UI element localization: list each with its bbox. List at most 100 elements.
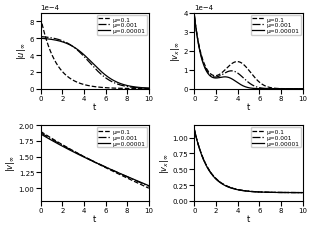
- μ=0.00001: [147, 87, 151, 90]
- μ=0.00001: [82, 156, 86, 159]
- μ=0.001: [267, 88, 271, 91]
- μ=0.00001: [279, 191, 283, 194]
- μ=0.00001: [125, 85, 129, 88]
- μ=0.001: [240, 76, 244, 79]
- μ=0.001: [301, 191, 305, 194]
- μ=0.1: [50, 53, 53, 56]
- Line: μ=0.00001: μ=0.00001: [41, 134, 149, 186]
- Y-axis label: $|u|_\infty$: $|u|_\infty$: [15, 43, 28, 60]
- μ=0.001: [203, 162, 207, 165]
- Line: μ=0.001: μ=0.001: [41, 133, 149, 186]
- μ=0.00001: [301, 88, 305, 91]
- μ=0.00001: [240, 85, 244, 87]
- μ=0.1: [86, 85, 90, 88]
- X-axis label: t: t: [247, 215, 250, 224]
- Line: μ=0.001: μ=0.001: [194, 130, 303, 193]
- μ=0.001: [123, 85, 127, 88]
- μ=0.001: [236, 188, 240, 191]
- Line: μ=0.1: μ=0.1: [41, 132, 149, 188]
- Line: μ=0.1: μ=0.1: [194, 18, 303, 89]
- Line: μ=0.1: μ=0.1: [194, 130, 303, 193]
- μ=0.00001: [277, 191, 281, 194]
- μ=0.1: [267, 191, 271, 194]
- μ=0.1: [82, 156, 86, 158]
- μ=0.001: [39, 132, 42, 134]
- μ=0.00001: [267, 88, 271, 91]
- μ=0.001: [279, 88, 283, 91]
- μ=0.1: [267, 86, 271, 89]
- μ=0.001: [50, 37, 53, 40]
- Legend: μ=0.1, μ=0.001, μ=0.00001: μ=0.1, μ=0.001, μ=0.00001: [251, 127, 301, 148]
- Line: μ=0.001: μ=0.001: [194, 16, 303, 89]
- μ=0.1: [203, 66, 207, 68]
- μ=0.1: [277, 191, 281, 194]
- μ=0.00001: [277, 88, 281, 91]
- Legend: μ=0.1, μ=0.001, μ=0.00001: μ=0.1, μ=0.001, μ=0.00001: [97, 127, 147, 148]
- μ=0.1: [301, 88, 305, 91]
- μ=0.00001: [240, 189, 244, 192]
- μ=0.001: [147, 88, 151, 90]
- μ=0.001: [125, 176, 129, 178]
- μ=0.00001: [301, 191, 305, 194]
- μ=0.001: [86, 158, 90, 160]
- μ=0.00001: [50, 39, 53, 42]
- Y-axis label: $|v|_\infty$: $|v|_\infty$: [4, 155, 17, 172]
- μ=0.1: [279, 88, 283, 91]
- μ=0.00001: [193, 14, 196, 17]
- μ=0.1: [86, 158, 90, 161]
- μ=0.001: [123, 175, 127, 177]
- μ=0.001: [236, 73, 240, 76]
- Line: μ=0.00001: μ=0.00001: [194, 16, 303, 89]
- Legend: μ=0.1, μ=0.001, μ=0.00001: μ=0.1, μ=0.001, μ=0.00001: [251, 16, 301, 36]
- μ=0.00001: [86, 58, 90, 61]
- X-axis label: t: t: [93, 215, 96, 224]
- μ=0.00001: [39, 38, 42, 40]
- μ=0.1: [203, 162, 207, 165]
- μ=0.1: [147, 88, 151, 91]
- μ=0.001: [113, 170, 117, 173]
- μ=0.00001: [193, 128, 196, 131]
- Line: μ=0.00001: μ=0.00001: [194, 130, 303, 193]
- μ=0.00001: [123, 84, 127, 87]
- μ=0.00001: [147, 185, 151, 187]
- μ=0.00001: [123, 174, 127, 177]
- μ=0.001: [147, 185, 151, 188]
- μ=0.00001: [125, 175, 129, 178]
- μ=0.001: [193, 128, 196, 131]
- Y-axis label: $|v_x|_\infty$: $|v_x|_\infty$: [169, 41, 182, 62]
- μ=0.00001: [86, 158, 90, 161]
- μ=0.00001: [279, 88, 283, 91]
- μ=0.001: [277, 88, 281, 91]
- μ=0.001: [82, 156, 86, 158]
- μ=0.001: [203, 67, 207, 70]
- μ=0.00001: [50, 139, 53, 142]
- μ=0.1: [123, 88, 127, 90]
- μ=0.1: [240, 189, 244, 192]
- μ=0.1: [279, 191, 283, 194]
- μ=0.1: [125, 88, 129, 91]
- Line: μ=0.1: μ=0.1: [41, 18, 149, 89]
- μ=0.001: [267, 191, 271, 194]
- X-axis label: t: t: [93, 103, 96, 112]
- μ=0.1: [39, 131, 42, 133]
- μ=0.1: [193, 128, 196, 131]
- μ=0.1: [236, 188, 240, 191]
- μ=0.1: [50, 137, 53, 140]
- μ=0.001: [39, 36, 42, 39]
- μ=0.001: [82, 56, 86, 59]
- μ=0.1: [39, 17, 42, 19]
- μ=0.1: [113, 87, 117, 90]
- μ=0.00001: [203, 68, 207, 71]
- μ=0.00001: [113, 80, 117, 83]
- μ=0.1: [240, 63, 244, 65]
- Y-axis label: $|v_x|_\infty$: $|v_x|_\infty$: [158, 153, 171, 173]
- μ=0.1: [123, 176, 127, 179]
- μ=0.1: [193, 16, 196, 19]
- Line: μ=0.001: μ=0.001: [41, 37, 149, 89]
- μ=0.00001: [267, 191, 271, 194]
- μ=0.1: [125, 177, 129, 179]
- μ=0.1: [236, 61, 240, 64]
- μ=0.1: [277, 88, 281, 91]
- μ=0.1: [82, 84, 86, 87]
- μ=0.1: [113, 171, 117, 174]
